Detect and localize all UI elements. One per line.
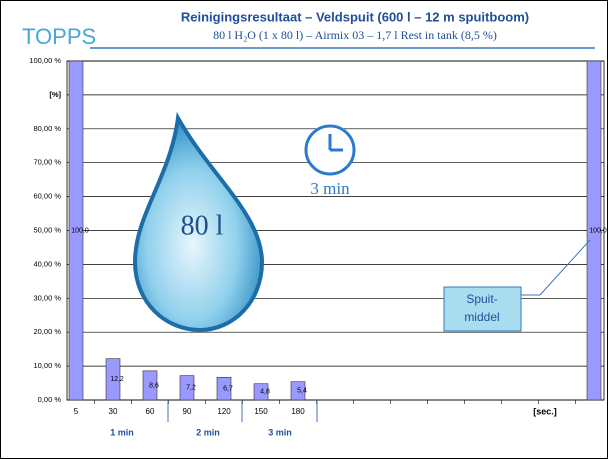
y-tick-label: 40,00 % [33, 259, 61, 268]
x-tick-label: 30 [109, 407, 118, 416]
y-tick-label: 30,00 % [33, 293, 61, 302]
y-tick-label: 20,00 % [33, 327, 61, 336]
value-label: 100,0 [589, 227, 607, 234]
x-axis-label: [sec.] [533, 406, 557, 416]
chart: TOPPS Reinigingsresultaat – Veldspuit (6… [0, 0, 608, 459]
y-tick-label: 50,00 % [33, 225, 61, 234]
x-tick-label: 60 [146, 407, 155, 416]
group-label: 2 min [196, 427, 220, 437]
x-tick-label: 5 [74, 407, 79, 416]
x-tick-label: 90 [183, 407, 192, 416]
group-label: 3 min [268, 427, 292, 437]
callout-text: middel [464, 310, 499, 324]
value-label: 8,6 [149, 382, 159, 389]
x-tick-label: 120 [217, 407, 231, 416]
plot: 0,00 % 10,00 % 20,00 % 30,00 % 40,00 % 50,00 … [29, 56, 608, 437]
clock: 3 min [306, 126, 354, 198]
callout-text: Spuit- [466, 292, 497, 306]
y-tick-label: 0,00 % [38, 395, 62, 404]
y-tick-label: 10,00 % [33, 361, 61, 370]
value-label: 6,7 [223, 385, 233, 392]
value-label: 12,2 [110, 376, 124, 383]
value-label: 7,2 [186, 385, 196, 392]
chart-title: Reinigingsresultaat – Veldspuit (600 l –… [181, 9, 529, 24]
value-label: 5,4 [297, 388, 307, 395]
value-label: 4,8 [260, 389, 270, 396]
x-tick-label: 150 [254, 407, 268, 416]
group-label: 1 min [110, 427, 134, 437]
drop-label: 80 l [181, 210, 224, 241]
x-tick-label: 180 [291, 407, 305, 416]
y-tick-label: 60,00 % [33, 192, 61, 201]
value-label: 100,0 [71, 227, 89, 234]
logo: TOPPS [22, 24, 96, 49]
chart-subtitle: 80 l H₂O (1 x 80 l) – Airmix 03 – 1,7 l … [213, 28, 497, 42]
y-tick-label: 70,00 % [33, 158, 61, 167]
y-tick-label: [%] [49, 90, 61, 99]
y-tick-label: 100,00 % [29, 56, 61, 65]
clock-label: 3 min [310, 179, 350, 198]
y-tick-label: 80,00 % [33, 124, 61, 133]
